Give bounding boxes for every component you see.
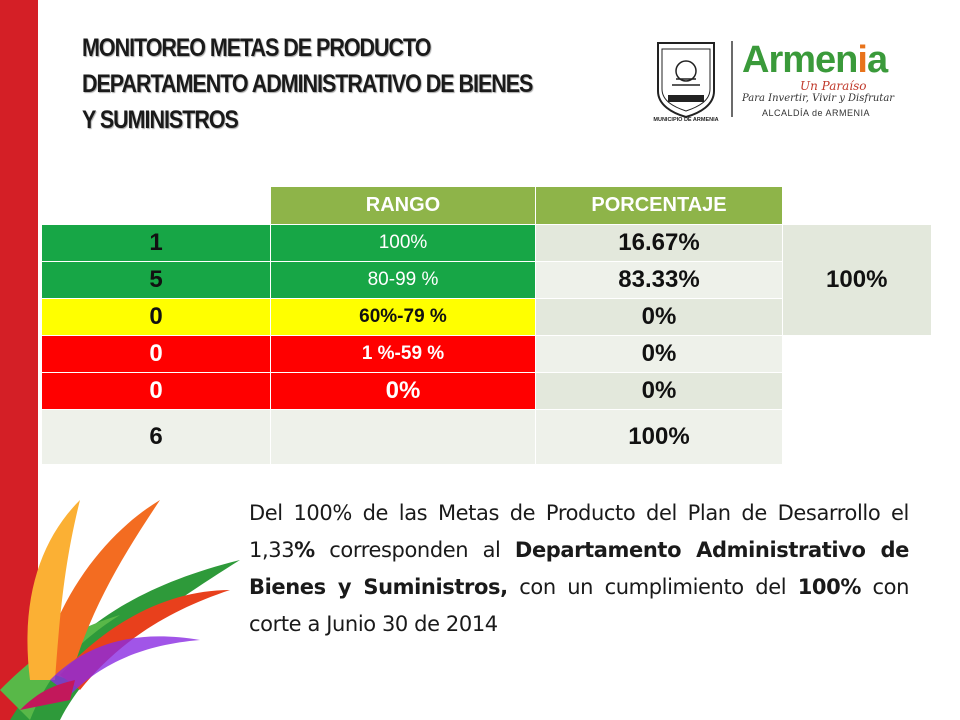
title-line-1: MONITOREO METAS DE PRODUCTO xyxy=(82,34,431,62)
summary-pct-sign: % xyxy=(294,538,315,562)
row-3-rango: 60%-79 % xyxy=(270,298,536,336)
summary-department: Departamento Administrativo de Bienes y … xyxy=(249,538,909,599)
title-line-3: Y SUMINISTROS xyxy=(82,106,239,134)
summary-compliance: 100% xyxy=(797,575,862,599)
row-2-rango: 80-99 % xyxy=(270,261,536,299)
header-rango: RANGO xyxy=(270,186,536,225)
table-total-row: 6 100% xyxy=(41,409,931,465)
total-numero: 6 xyxy=(41,409,271,465)
title-line-2: DEPARTAMENTO ADMINISTRATIVO DE BIENES xyxy=(82,70,533,98)
municipal-seal-icon: MUNICIPIO DE ARMENIA xyxy=(653,42,719,123)
armenia-brand-logo: Armenia xyxy=(742,39,888,81)
row-2-numero: 5 xyxy=(41,261,271,299)
bird-of-paradise-flower-decoration xyxy=(0,500,240,720)
table-row: 1 100% 16.67% 100% xyxy=(41,224,932,336)
row-3-porcentaje: 0% xyxy=(535,298,783,336)
side-total: 100% xyxy=(782,224,932,336)
logo-divider xyxy=(731,41,733,117)
header-numero-label: NUMERO DE METAS xyxy=(87,196,225,213)
seal-label: MUNICIPIO DE ARMENIA xyxy=(653,117,718,123)
row-2-porcentaje: 83.33% xyxy=(535,261,783,299)
row-4-numero: 0 xyxy=(41,335,271,373)
row-5-numero: 0 xyxy=(41,372,271,410)
blank-cell xyxy=(782,372,931,410)
goals-table: NUMERO DE METAS RANGO PORCENTAJE 1 100% … xyxy=(41,186,932,465)
summary-paragraph: Del 100% de las Metas de Producto del Pl… xyxy=(249,495,909,643)
page-title: MONITOREO METAS DE PRODUCTO DEPARTAMENTO… xyxy=(82,30,564,138)
table-row: 0 1 %-59 % 0% xyxy=(41,335,931,373)
summary-text-3: con un cumplimiento del xyxy=(507,575,798,599)
blank-cell xyxy=(782,335,931,373)
blank-cell xyxy=(782,409,931,465)
row-5-porcentaje: 0% xyxy=(535,372,783,410)
header-numero-de-metas: NUMERO DE METAS xyxy=(41,186,271,225)
row-4-rango: 1 %-59 % xyxy=(270,335,536,373)
total-rango-empty xyxy=(270,409,536,465)
row-1-porcentaje: 16.67% xyxy=(535,224,783,262)
row-1-numero: 1 xyxy=(41,224,271,262)
office-label: ALCALDÍA de ARMENIA xyxy=(762,108,871,118)
table-header-row: NUMERO DE METAS RANGO PORCENTAJE xyxy=(41,186,931,225)
table-row: 0 60%-79 % 0% xyxy=(41,298,932,336)
table-row: 5 80-99 % 83.33% xyxy=(41,261,932,299)
header-logos: MUNICIPIO DE ARMENIA Armenia Un Paraíso … xyxy=(650,35,900,125)
brand-subtitle: Un Paraíso xyxy=(800,79,867,93)
summary-text-2: corresponden al xyxy=(314,538,515,562)
total-porcentaje: 100% xyxy=(535,409,783,465)
row-3-numero: 0 xyxy=(41,298,271,336)
header-porcentaje: PORCENTAJE xyxy=(535,186,783,225)
row-1-rango: 100% xyxy=(270,224,536,262)
row-4-porcentaje: 0% xyxy=(535,335,783,373)
summary-text-4: con corte a Junio 30 de 2014 xyxy=(249,575,910,636)
header-blank xyxy=(782,186,931,225)
table-row: 0 0% 0% xyxy=(41,372,931,410)
brand-slogan: Para Invertir, Vivir y Disfrutar xyxy=(742,93,895,104)
summary-text-1: Del 100% de las Metas de Producto del Pl… xyxy=(249,501,909,562)
row-5-rango: 0% xyxy=(270,372,536,410)
